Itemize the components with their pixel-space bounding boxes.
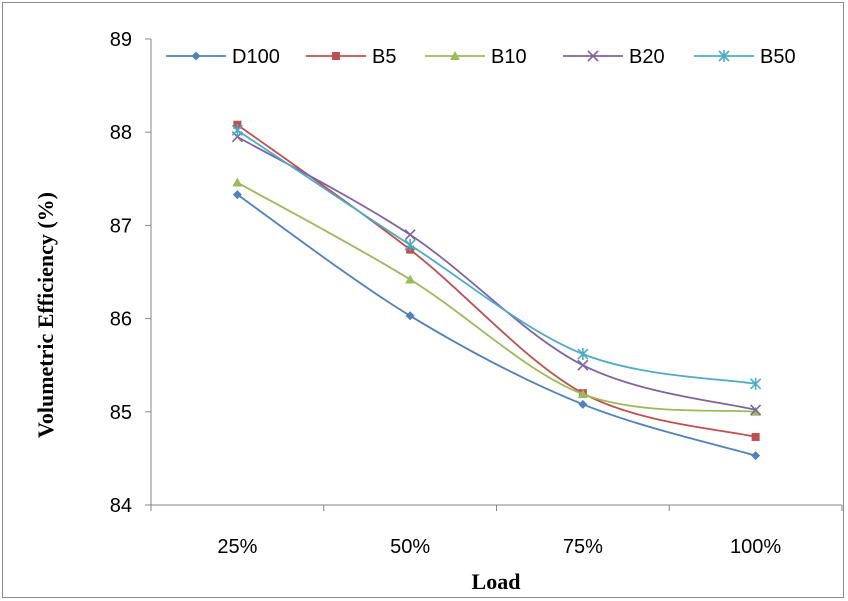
triangle-marker — [232, 177, 243, 187]
series-b10 — [232, 177, 761, 416]
data-point-b20 — [750, 404, 762, 416]
series-group — [231, 120, 762, 461]
legend-marker-b20 — [587, 50, 599, 62]
star-marker — [718, 50, 730, 62]
star-marker — [404, 238, 416, 251]
x-marker — [587, 50, 599, 62]
legend-marker-d100 — [191, 51, 201, 61]
data-point-b50 — [577, 348, 589, 361]
x-tick-label: 75% — [563, 536, 603, 558]
legend-label-b50: B50 — [760, 46, 796, 68]
data-point-b10 — [232, 177, 243, 187]
series-line-d100 — [236, 193, 756, 457]
legend-marker-b50 — [718, 50, 730, 62]
y-tick-label: 87 — [110, 215, 132, 237]
y-tick-label: 84 — [110, 495, 132, 517]
diamond-marker — [232, 190, 242, 200]
legend-label-d100: D100 — [232, 46, 280, 68]
square-marker — [751, 432, 760, 441]
series-line-b50 — [236, 129, 756, 385]
series-b5 — [233, 120, 760, 441]
series-line-b20 — [236, 136, 756, 411]
data-point-b50 — [231, 124, 243, 137]
legend: D100 B5 B10 B20 B50 — [166, 46, 796, 68]
legend-item-b20: B20 — [563, 46, 665, 68]
legend-label-b5: B5 — [372, 46, 396, 68]
diamond-marker — [751, 451, 761, 461]
triangle-marker — [450, 51, 460, 60]
legend-marker-b10 — [450, 51, 460, 60]
star-marker — [750, 377, 762, 390]
diamond-marker — [578, 399, 588, 409]
x-tick-label: 25% — [217, 536, 257, 558]
data-point-b10 — [405, 274, 416, 284]
legend-item-d100: D100 — [166, 46, 280, 68]
x-marker — [577, 359, 589, 371]
star-marker — [231, 124, 243, 137]
y-tick-label: 89 — [110, 29, 132, 51]
y-tick-label: 86 — [110, 309, 132, 331]
data-point-d100 — [751, 451, 761, 461]
data-point-d100 — [232, 190, 242, 200]
x-tick-label: 50% — [390, 536, 430, 558]
data-point-b10 — [577, 389, 588, 399]
x-tick-labels: 25% 50% 75% 100% — [217, 536, 781, 558]
triangle-marker — [405, 274, 416, 284]
data-point-b5 — [751, 432, 760, 441]
x-axis-title: Load — [472, 569, 521, 594]
x-marker — [750, 404, 762, 416]
x-tick-label: 100% — [730, 536, 781, 558]
triangle-marker — [577, 389, 588, 399]
y-tick-labels: 84 85 86 87 88 89 — [110, 29, 132, 517]
legend-label-b20: B20 — [629, 46, 665, 68]
series-line-b10 — [236, 181, 756, 413]
data-point-b20 — [577, 359, 589, 371]
diamond-marker — [405, 311, 415, 321]
series-line-b5 — [236, 124, 756, 438]
y-tick-label: 85 — [110, 402, 132, 424]
data-point-d100 — [578, 399, 588, 409]
legend-item-b10: B10 — [425, 46, 527, 68]
diamond-marker — [191, 51, 201, 61]
data-point-b20 — [404, 229, 416, 241]
star-marker — [577, 348, 589, 361]
axes — [145, 38, 843, 511]
series-d100 — [232, 190, 761, 461]
data-point-d100 — [405, 311, 415, 321]
legend-item-b50: B50 — [694, 46, 796, 68]
data-point-b50 — [404, 238, 416, 251]
x-marker — [404, 229, 416, 241]
data-point-b50 — [750, 377, 762, 390]
legend-marker-b5 — [332, 52, 340, 60]
y-tick-label: 88 — [110, 122, 132, 144]
y-axis-title: Volumetric Efficiency (%) — [33, 192, 58, 438]
legend-label-b10: B10 — [491, 46, 527, 68]
series-b20 — [231, 131, 762, 416]
series-b50 — [231, 124, 762, 390]
square-marker — [332, 52, 340, 60]
legend-item-b5: B5 — [306, 46, 396, 68]
